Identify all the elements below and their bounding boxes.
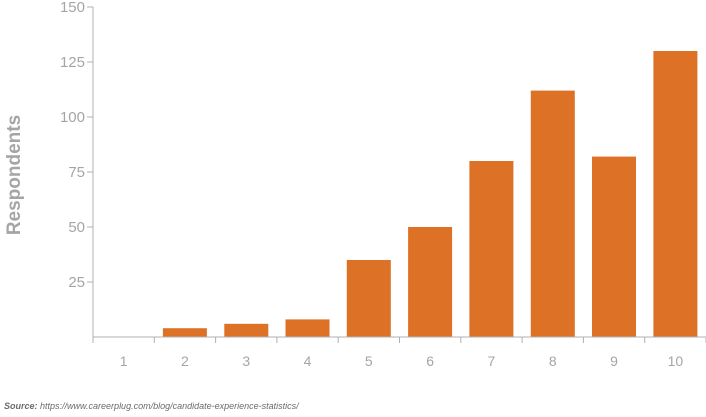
y-tick-label-150: 150	[60, 0, 85, 16]
bar-5	[346, 260, 391, 337]
y-tick-label-50: 50	[68, 219, 85, 236]
y-axis-label: Respondents	[4, 115, 25, 235]
x-tick-label-5: 5	[365, 353, 373, 369]
x-tick-label-2: 2	[181, 353, 189, 369]
x-tick-label-1: 1	[120, 353, 128, 369]
bar-8	[530, 90, 575, 337]
y-tick-label-75: 75	[68, 164, 85, 181]
y-tick-label-125: 125	[60, 54, 85, 71]
source-note: Source: https://www.careerplug.com/blog/…	[4, 401, 299, 411]
bar-4	[285, 319, 330, 337]
bar-9	[592, 156, 636, 337]
bar-6	[408, 227, 453, 337]
x-tick-label-7: 7	[488, 353, 496, 369]
x-tick-label-10: 10	[668, 353, 684, 369]
x-tick-label-8: 8	[549, 353, 557, 369]
x-tick-label-9: 9	[610, 353, 618, 369]
y-tick-label-25: 25	[68, 274, 85, 291]
x-ticks: 1 2 3 4 5 6 7 8 9 10	[92, 337, 706, 369]
bar-2	[162, 328, 207, 337]
bars	[162, 51, 698, 337]
source-url: https://www.careerplug.com/blog/candidat…	[40, 401, 299, 411]
bar-3	[224, 323, 269, 337]
source-label: Source:	[4, 401, 38, 411]
x-tick-label-3: 3	[242, 353, 250, 369]
y-ticks: 25 50 75 100 125 150	[60, 0, 93, 291]
y-tick-label-100: 100	[60, 109, 85, 126]
x-tick-label-6: 6	[426, 353, 434, 369]
x-tick-label-4: 4	[304, 353, 312, 369]
bar-10	[653, 51, 698, 337]
bar-7	[469, 161, 514, 337]
